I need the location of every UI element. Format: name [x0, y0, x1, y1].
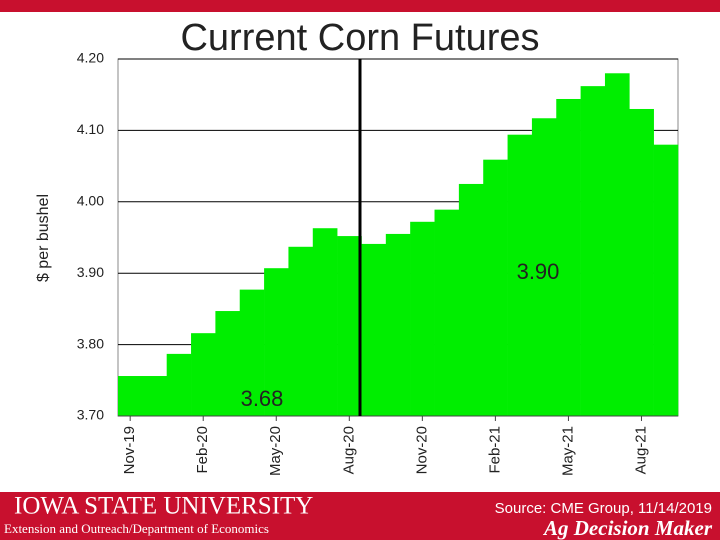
plot: 3.70 3.80 3.90 4.00 4.10 4.20 Nov-19 Feb-20 May-…: [77, 50, 679, 476]
bar: [288, 246, 314, 416]
annotation: 3.68: [241, 386, 284, 411]
bar: [580, 86, 606, 416]
y-tick-label: 4.10: [77, 121, 104, 137]
brand: Ag Decision Maker: [542, 516, 713, 540]
bar: [361, 243, 387, 416]
chart-title: Current Corn Futures: [180, 17, 539, 59]
bar: [385, 233, 411, 416]
bar: [337, 236, 362, 416]
bar: [410, 221, 435, 416]
bar: [215, 311, 241, 416]
bar: [629, 108, 654, 416]
x-tick-label: May-21: [559, 426, 576, 476]
bar: [434, 209, 460, 416]
y-tick-label: 4.00: [77, 193, 104, 209]
y-tick-label: 4.20: [77, 50, 104, 66]
top-band: [0, 0, 720, 12]
bar: [264, 268, 289, 416]
x-tick-label: Nov-19: [121, 426, 138, 474]
bar: [604, 73, 630, 416]
y-tick-label: 3.90: [77, 264, 104, 280]
bar: [653, 144, 679, 416]
bar: [142, 376, 167, 416]
footer-band: [0, 492, 720, 540]
department: Extension and Outreach/Department of Eco…: [4, 521, 269, 536]
source: Source: CME Group, 11/14/2019: [495, 500, 712, 517]
x-tick-label: Feb-21: [486, 426, 503, 474]
bar: [118, 376, 143, 416]
bar: [531, 118, 557, 417]
annotation: 3.90: [517, 259, 560, 284]
bar: [191, 333, 216, 416]
bar: [166, 353, 192, 416]
x-tick-label: Aug-21: [632, 426, 649, 474]
bar: [458, 183, 484, 416]
x-tick-label: May-20: [267, 426, 284, 476]
y-tick-label: 3.70: [77, 407, 104, 423]
bar: [483, 159, 508, 416]
x-tick-label: Feb-20: [194, 426, 211, 474]
x-tick-label: Aug-20: [340, 426, 357, 474]
bar: [312, 228, 338, 416]
y-axis-label: $ per bushel: [35, 194, 52, 282]
university: IOWA STATE UNIVERSITY: [14, 493, 313, 520]
y-tick-label: 3.80: [77, 335, 104, 351]
bar: [556, 98, 581, 416]
x-tick-label: Nov-20: [413, 426, 430, 474]
bar: [507, 134, 533, 416]
bar: [239, 289, 265, 416]
